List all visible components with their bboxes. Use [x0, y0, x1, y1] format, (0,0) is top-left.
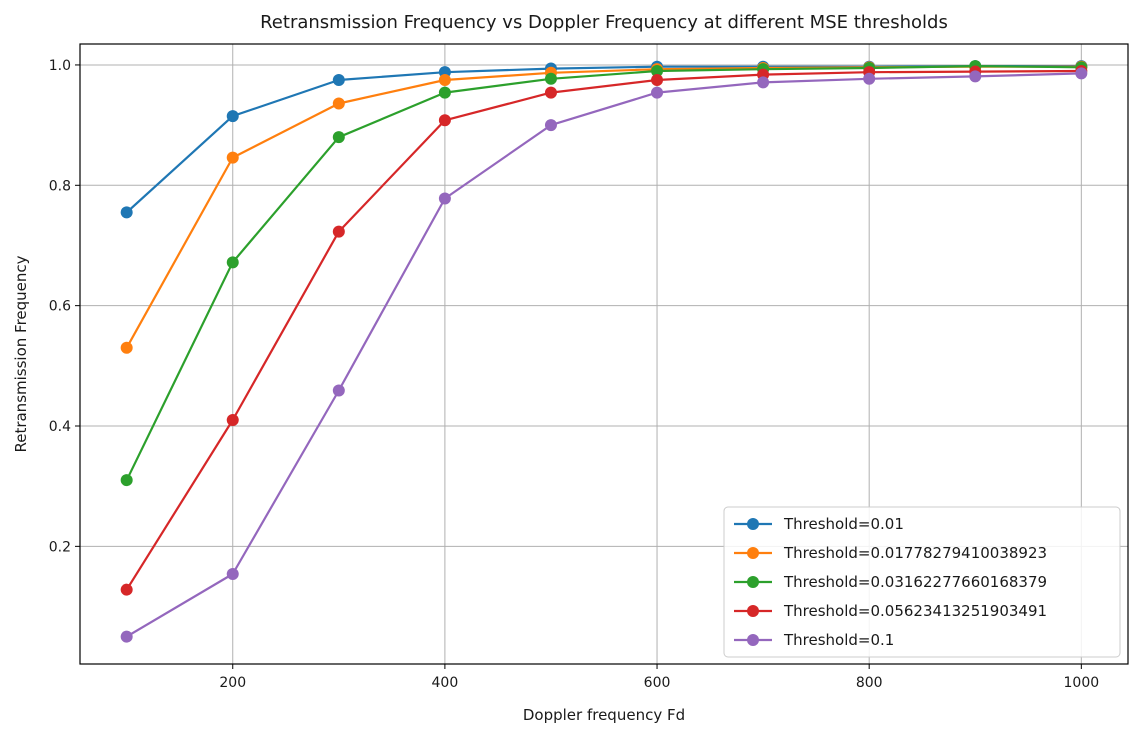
data-point-s5-5	[544, 119, 557, 132]
x-tick-label: 1000	[1064, 675, 1100, 691]
data-point-s5-1	[120, 630, 133, 643]
data-point-s3-5	[544, 72, 557, 85]
legend-entry-4: Threshold=0.05623413251903491	[783, 602, 1047, 620]
data-point-s5-8	[863, 72, 876, 85]
x-tick-label: 400	[432, 675, 459, 691]
data-point-s5-4	[438, 192, 451, 205]
axis-ticks: 200 400 600 800 1000 0.2 0.4 0.6 0.8 1.0	[49, 58, 1099, 691]
y-tick-label: 0.4	[49, 419, 71, 435]
legend: Threshold=0.01 Threshold=0.01778279410038…	[723, 506, 1121, 658]
y-tick-label: 0.6	[49, 299, 71, 315]
data-point-s5-7	[757, 76, 770, 89]
data-point-s3-6	[651, 64, 664, 77]
legend-marker-4	[747, 605, 759, 617]
y-tick-label: 0.8	[49, 178, 71, 194]
data-point-s1-2	[226, 110, 239, 123]
data-point-s4-4	[438, 114, 451, 127]
legend-marker-5	[747, 634, 759, 646]
legend-entry-5: Threshold=0.1	[783, 631, 894, 649]
y-axis-label: Retransmission Frequency	[12, 255, 30, 452]
data-point-s5-10	[1075, 67, 1088, 80]
legend-marker-3	[747, 576, 759, 588]
data-point-s3-4	[438, 86, 451, 99]
data-point-s2-3	[332, 97, 345, 110]
data-point-s4-1	[120, 583, 133, 596]
series-line-3	[125, 64, 1082, 481]
data-point-s5-9	[969, 70, 982, 83]
legend-box	[723, 506, 1121, 658]
x-tick-label: 600	[644, 675, 671, 691]
x-tick-label: 800	[856, 675, 883, 691]
grid	[80, 44, 1128, 664]
series-line-4	[125, 69, 1082, 591]
data-point-s2-2	[226, 151, 239, 164]
data-point-s5-2	[226, 568, 239, 581]
legend-marker-2	[747, 547, 759, 559]
data-point-s3-2	[226, 256, 239, 269]
data-point-s4-6	[651, 73, 664, 86]
data-point-s4-3	[332, 225, 345, 238]
y-tick-label: 1.0	[49, 58, 71, 74]
data-point-s3-1	[120, 474, 133, 487]
x-axis-label: Doppler frequency Fd	[523, 706, 685, 724]
data-point-s4-5	[544, 86, 557, 99]
data-point-s5-6	[651, 86, 664, 99]
chart-title: Retransmission Frequency vs Doppler Freq…	[260, 12, 948, 33]
data-point-s2-4	[438, 73, 451, 86]
data-point-s4-2	[226, 413, 239, 426]
x-tick-label: 200	[219, 675, 246, 691]
series-layer	[120, 60, 1088, 643]
data-point-s3-3	[332, 131, 345, 144]
y-tick-label: 0.2	[49, 539, 71, 555]
data-point-s1-3	[332, 73, 345, 86]
plot-frame	[79, 43, 1129, 665]
legend-marker-1	[747, 518, 759, 530]
data-point-s1-1	[120, 206, 133, 219]
data-point-s5-3	[332, 384, 345, 397]
legend-entry-3: Threshold=0.03162277660168379	[783, 573, 1047, 591]
series-line-5	[126, 72, 1082, 638]
legend-entry-2: Threshold=0.01778279410038923	[783, 544, 1047, 562]
legend-entry-1: Threshold=0.01	[783, 515, 904, 533]
data-point-s2-1	[120, 341, 133, 354]
